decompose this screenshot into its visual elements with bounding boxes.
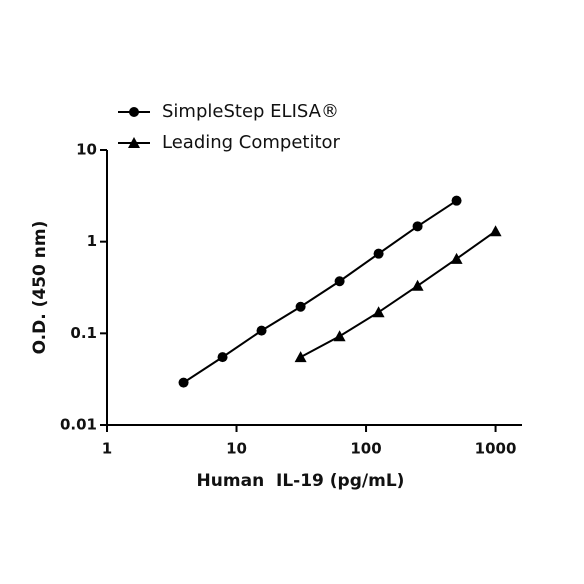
data-point bbox=[256, 325, 267, 336]
legend-label: Leading Competitor bbox=[162, 132, 341, 153]
y-tick-label: 1 bbox=[87, 232, 97, 250]
y-tick-label: 10 bbox=[76, 141, 97, 159]
x-axis-title: Human IL-19 (pg/mL) bbox=[197, 471, 405, 491]
data-point bbox=[450, 252, 463, 264]
x-tick-label: 1000 bbox=[475, 440, 517, 458]
y-tick-label: 0.1 bbox=[70, 324, 97, 342]
legend-marker bbox=[128, 137, 140, 148]
legend-marker bbox=[129, 107, 139, 117]
legend-label: SimpleStep ELISA® bbox=[162, 101, 339, 122]
data-point bbox=[217, 352, 228, 363]
data-point bbox=[489, 225, 502, 237]
data-point bbox=[294, 351, 307, 363]
data-point bbox=[295, 301, 306, 312]
data-point bbox=[334, 276, 345, 287]
y-tick-label: 0.01 bbox=[60, 416, 97, 434]
x-tick-label: 100 bbox=[350, 440, 381, 458]
data-point bbox=[373, 248, 384, 259]
data-point bbox=[412, 221, 423, 232]
data-point bbox=[178, 377, 189, 388]
data-point bbox=[333, 330, 346, 342]
x-tick-label: 10 bbox=[226, 440, 247, 458]
series-line bbox=[183, 199, 458, 384]
series-line bbox=[300, 230, 497, 359]
data-point bbox=[411, 279, 424, 291]
x-tick-label: 1 bbox=[102, 440, 112, 458]
data-point bbox=[372, 306, 385, 318]
y-axis-title: O.D. (450 nm) bbox=[30, 221, 50, 355]
data-point bbox=[451, 195, 462, 206]
